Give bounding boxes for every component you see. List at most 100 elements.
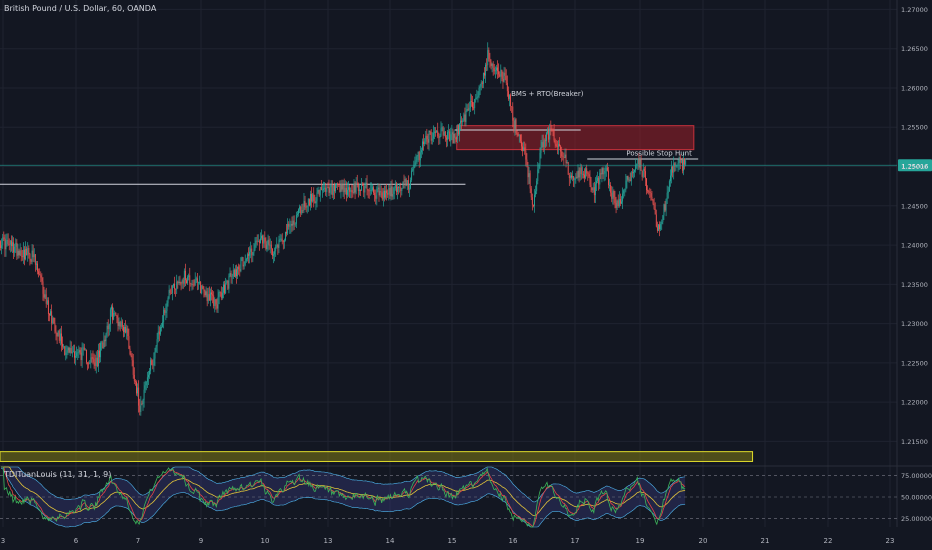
candle-body	[30, 260, 32, 262]
grid	[0, 0, 932, 527]
candle-body	[113, 313, 115, 320]
candle-body	[27, 247, 29, 256]
candle-body	[258, 241, 260, 243]
candle-body	[149, 370, 150, 375]
candle-body	[267, 239, 269, 245]
candle-body	[382, 190, 384, 200]
candle-body	[68, 347, 70, 353]
candle-body	[506, 83, 508, 92]
candle-body	[193, 284, 195, 286]
candle-body	[216, 304, 218, 309]
candle-body	[567, 162, 569, 175]
candle-body	[338, 184, 340, 185]
candle-body	[554, 140, 556, 145]
candle-body	[665, 199, 667, 211]
candle-body	[515, 119, 517, 134]
candle-body	[256, 240, 258, 242]
candle-body	[356, 182, 358, 185]
candle-body	[525, 150, 527, 160]
indicator-title: TDITuanLouis (11, 31, 1, 9)	[4, 470, 112, 479]
candle-body	[261, 235, 262, 239]
candle-body	[587, 173, 589, 175]
candle-body	[586, 168, 588, 174]
candle-body	[664, 204, 666, 211]
candle-body	[349, 187, 351, 192]
candle-body	[572, 176, 574, 178]
candle-body	[345, 187, 347, 195]
candle-body	[603, 173, 605, 175]
candle-body	[133, 374, 135, 382]
candle-body	[174, 283, 175, 289]
candle-body	[93, 359, 95, 363]
candle-body	[419, 152, 421, 161]
candle-body	[553, 130, 555, 141]
candle-body	[270, 244, 272, 249]
candle-body	[605, 167, 607, 172]
candle-body	[443, 131, 445, 136]
candle-body	[220, 292, 222, 298]
annotation-label: Possible Stop Hunt	[626, 150, 692, 158]
candle-body	[100, 343, 102, 358]
candle-body	[260, 238, 261, 243]
current-price-label: 1.25016	[902, 162, 929, 170]
candle-body	[207, 294, 209, 301]
candle-body	[315, 201, 317, 204]
candle-body	[206, 291, 208, 301]
current-price-tag	[898, 159, 932, 172]
candle-body	[538, 164, 540, 170]
candle-body	[400, 187, 402, 191]
candle-body	[655, 214, 657, 227]
candle-body	[43, 293, 45, 298]
candle-body	[427, 139, 429, 143]
candle-body	[608, 170, 609, 186]
candle-body	[189, 275, 191, 284]
candle-body	[397, 186, 398, 192]
candle-body	[663, 204, 665, 216]
candle-body	[332, 185, 334, 195]
candle-body	[308, 198, 310, 206]
candle-body	[316, 192, 318, 202]
candle-body	[504, 72, 506, 76]
candle-body	[485, 64, 487, 76]
candle-body	[243, 264, 245, 267]
candle-body	[531, 197, 533, 205]
candle-body	[647, 190, 649, 192]
candle-body	[97, 350, 99, 367]
candle-body	[0, 241, 1, 248]
symbol-title: British Pound / U.S. Dollar, 60, OANDA	[4, 4, 157, 13]
candle-body	[163, 309, 165, 323]
candle-body	[547, 129, 548, 133]
candle-body	[638, 158, 640, 168]
candle-body	[497, 67, 498, 72]
candle-body	[115, 313, 117, 316]
candle-body	[194, 280, 196, 286]
candle-body	[453, 133, 455, 144]
candle-body	[31, 250, 33, 262]
candle-body	[555, 144, 557, 146]
candle-body	[54, 323, 56, 332]
candle-body	[167, 298, 169, 304]
time-tick-label: 6	[74, 537, 79, 545]
candle-body	[539, 152, 541, 165]
candle-body	[164, 309, 166, 313]
candle-body	[66, 350, 68, 353]
candle-body	[387, 192, 389, 195]
candle-body	[614, 197, 616, 203]
candle-body	[403, 181, 405, 183]
candle-body	[685, 160, 687, 165]
candle-body	[562, 156, 564, 158]
candle-body	[203, 288, 205, 292]
candle-body	[380, 191, 382, 193]
candle-body	[145, 381, 147, 386]
candle-body	[466, 109, 468, 112]
candle-body	[80, 352, 82, 361]
candle-body	[641, 170, 643, 177]
candle-body	[200, 282, 202, 294]
candle-body	[84, 349, 86, 351]
candle-body	[190, 283, 192, 285]
candle-body	[654, 208, 656, 215]
candle-body	[365, 182, 367, 186]
candle-body	[675, 165, 677, 167]
candle-body	[10, 240, 12, 247]
